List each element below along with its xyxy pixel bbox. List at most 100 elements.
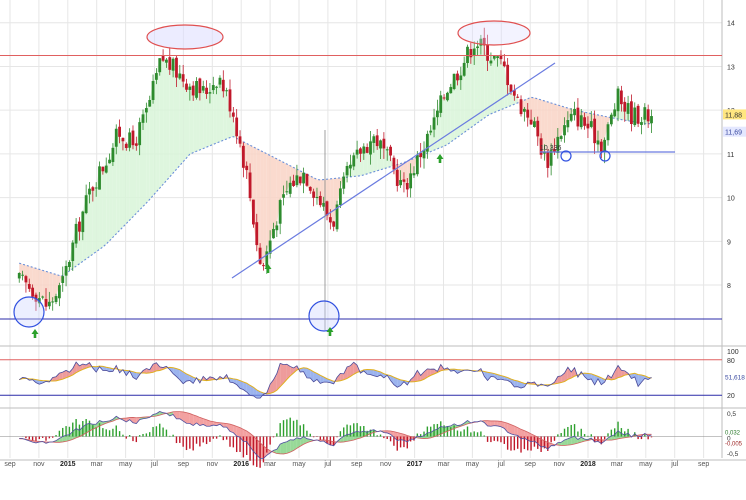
- candle-down: [305, 173, 309, 186]
- fill-above-ma: [183, 81, 187, 162]
- macd-fill-down: [176, 411, 180, 419]
- fill-above-ma: [219, 77, 224, 142]
- fill-above-ma: [153, 73, 157, 196]
- macd-fill-down: [393, 431, 398, 441]
- macd-histogram-bar: [640, 436, 643, 440]
- candle-up: [74, 223, 78, 244]
- rsi-fill-high: [149, 364, 154, 373]
- candle-down: [245, 165, 249, 171]
- candle-down: [185, 83, 188, 90]
- candle-down: [238, 136, 242, 144]
- candle-down: [328, 217, 332, 223]
- rsi-fill-high: [353, 362, 358, 375]
- macd-histogram-bar: [189, 436, 191, 449]
- macd-fill-up: [434, 429, 438, 437]
- candle-down: [44, 298, 48, 307]
- macd-fill-up: [564, 438, 568, 446]
- macd-fill-down: [193, 414, 197, 426]
- macd-fill-up: [89, 423, 93, 432]
- macd-histogram-bar: [383, 436, 385, 439]
- fill-below-ma: [42, 270, 47, 307]
- candle-up: [268, 240, 272, 254]
- macd-fill-up: [347, 434, 351, 442]
- candle-up: [479, 38, 483, 46]
- macd-histogram-bar: [516, 436, 519, 449]
- fill-below-ma: [551, 102, 555, 152]
- fill-above-ma: [229, 111, 234, 138]
- candle-up: [569, 113, 573, 121]
- fill-below-ma: [52, 273, 57, 302]
- rsi-fill-high: [56, 373, 60, 381]
- macd-histogram-bar: [85, 419, 87, 437]
- macd-histogram-bar: [45, 436, 47, 441]
- macd-histogram-bar: [145, 433, 148, 437]
- rsi-fill-high: [417, 370, 421, 382]
- candle-down: [292, 180, 295, 186]
- candle-down: [91, 187, 95, 191]
- rsi-fill-high: [347, 365, 351, 379]
- macd-fill-down: [487, 420, 491, 427]
- candle-up: [98, 166, 101, 190]
- macd-histogram-bar: [332, 436, 335, 446]
- candle-down: [516, 96, 520, 98]
- x-tick-label: sep: [4, 461, 15, 468]
- candle-up: [349, 164, 352, 169]
- macd-histogram-bar: [496, 436, 499, 442]
- x-tick-label: sep: [525, 461, 536, 468]
- rsi-fill-low: [243, 381, 247, 393]
- macd-histogram-bar: [423, 431, 425, 437]
- macd-histogram-bar: [533, 436, 536, 447]
- fill-above-ma: [199, 86, 204, 150]
- macd-fill-down: [387, 430, 391, 435]
- rsi-fill-low: [517, 380, 522, 389]
- macd-histogram-bar: [266, 436, 268, 453]
- rsi-fill-low: [306, 368, 311, 379]
- macd-histogram-bar: [169, 435, 171, 437]
- macd-fill-up: [618, 430, 622, 439]
- macd-fill-down: [236, 426, 241, 438]
- macd-histogram-bar: [282, 420, 285, 437]
- fill-above-ma: [474, 46, 478, 126]
- rsi-tick-label: 80: [727, 358, 735, 365]
- macd-fill-up: [614, 430, 619, 440]
- fill-above-ma: [132, 145, 137, 217]
- rsi-fill-low: [256, 389, 261, 399]
- candle-up: [138, 122, 142, 146]
- candle-up: [369, 141, 372, 155]
- macd-histogram-bar: [112, 428, 114, 437]
- macd-histogram-bar: [647, 436, 649, 440]
- macd-histogram-bar: [246, 436, 248, 455]
- fill-above-ma: [169, 58, 174, 177]
- candle-up: [633, 107, 637, 126]
- ma-fill-area: [19, 38, 652, 307]
- macd-fill-down: [256, 439, 261, 459]
- macd-histogram-bar: [513, 436, 516, 451]
- macd-histogram-bar: [406, 436, 408, 449]
- rsi-fill-low: [484, 371, 488, 381]
- macd-fill-up: [82, 424, 87, 435]
- macd-fill-down: [504, 422, 508, 433]
- candle-up: [47, 301, 51, 307]
- macd-histogram-bar: [527, 436, 529, 451]
- macd-histogram-bar: [62, 427, 64, 437]
- macd-fill-up: [276, 444, 281, 454]
- macd-histogram-bar: [600, 436, 603, 445]
- candle-down: [318, 195, 322, 206]
- macd-fill-down: [253, 436, 257, 456]
- macd-histogram-bar: [306, 430, 308, 437]
- macd-histogram-bar: [356, 423, 358, 437]
- candle-up: [603, 139, 607, 153]
- rsi-value-label: 51,618: [725, 374, 745, 381]
- macd-fill-up: [557, 442, 562, 446]
- fill-below-ma: [567, 108, 572, 121]
- candle-up: [342, 176, 346, 189]
- candle-up: [151, 81, 155, 100]
- macd-histogram-bar: [292, 420, 295, 437]
- x-tick-label: 2016: [233, 461, 249, 468]
- macd-histogram-bar: [185, 436, 188, 451]
- fill-above-ma: [203, 86, 207, 149]
- macd-histogram-bar: [225, 436, 228, 440]
- candle-up: [459, 75, 463, 81]
- y-tick-label: 11: [727, 152, 734, 159]
- macd-fill-up: [367, 430, 371, 436]
